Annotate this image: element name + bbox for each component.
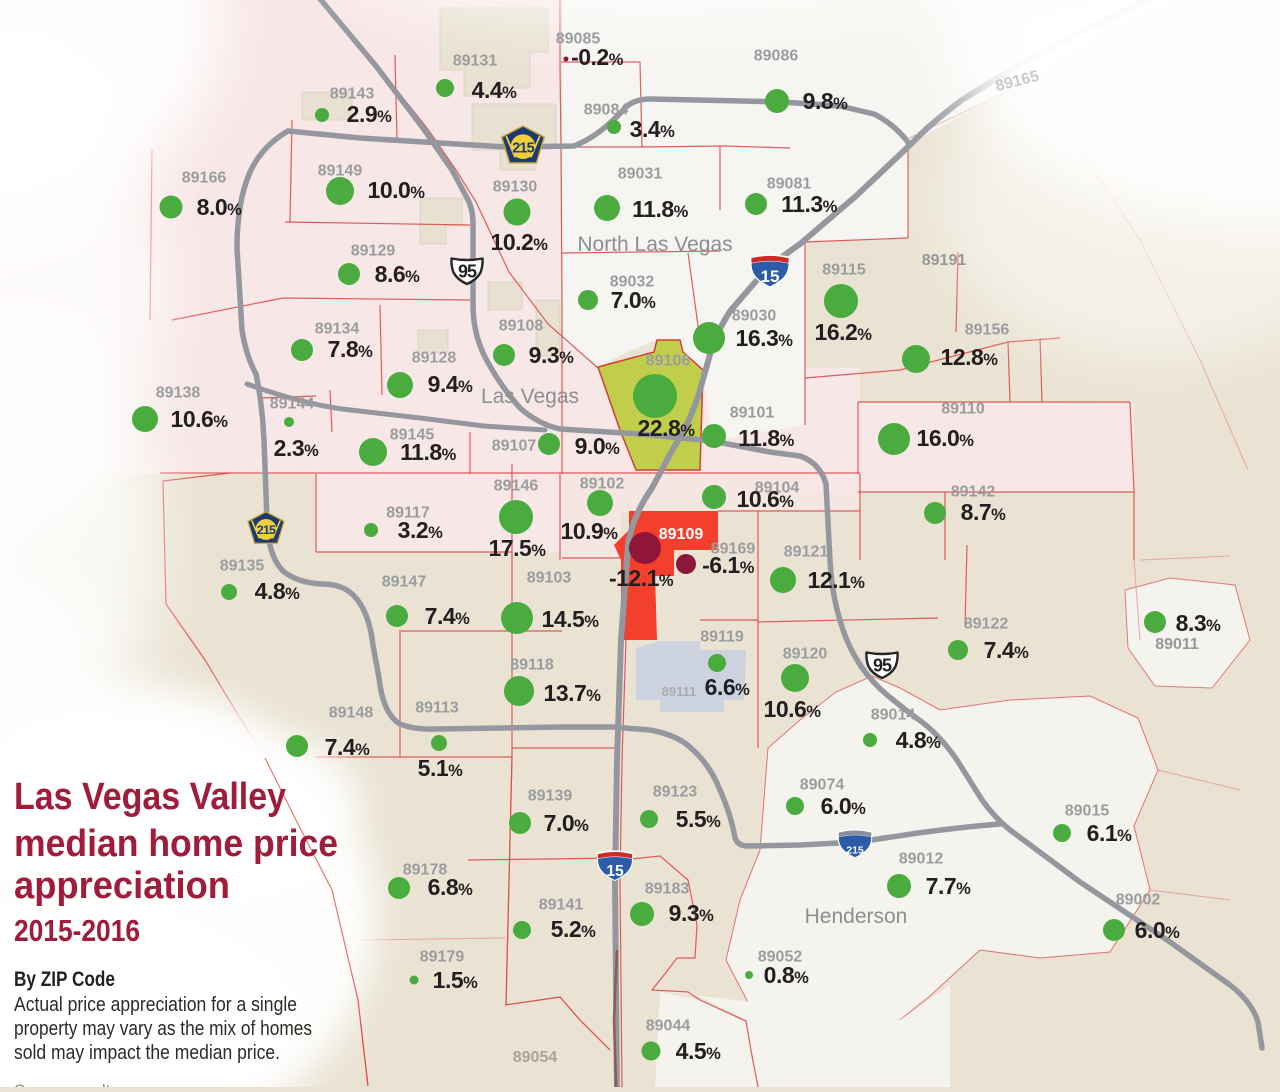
svg-text:By ZIP Code: By ZIP Code bbox=[14, 968, 115, 991]
svg-text:89120: 89120 bbox=[783, 646, 828, 663]
svg-text:89144: 89144 bbox=[270, 396, 315, 413]
svg-text:6.0%: 6.0% bbox=[821, 793, 866, 819]
svg-text:89143: 89143 bbox=[330, 86, 375, 103]
svg-text:8.7%: 8.7% bbox=[961, 499, 1006, 525]
svg-text:89110: 89110 bbox=[941, 401, 985, 418]
svg-text:89130: 89130 bbox=[493, 179, 538, 196]
svg-text:89032: 89032 bbox=[610, 274, 655, 291]
svg-text:89108: 89108 bbox=[499, 318, 544, 335]
svg-text:89122: 89122 bbox=[964, 616, 1009, 633]
svg-text:89134: 89134 bbox=[315, 321, 360, 338]
svg-text:89014: 89014 bbox=[871, 707, 916, 724]
svg-text:89142: 89142 bbox=[951, 484, 996, 501]
svg-text:89169: 89169 bbox=[711, 541, 756, 558]
svg-text:15: 15 bbox=[606, 863, 624, 880]
svg-text:15: 15 bbox=[761, 267, 780, 286]
svg-text:12.1%: 12.1% bbox=[808, 567, 866, 593]
svg-text:Source: realtor.com: Source: realtor.com bbox=[14, 1081, 161, 1087]
svg-text:89131: 89131 bbox=[453, 53, 498, 70]
svg-text:89115: 89115 bbox=[822, 262, 866, 279]
svg-text:89118: 89118 bbox=[510, 657, 554, 674]
svg-text:89121: 89121 bbox=[784, 544, 829, 561]
svg-text:89149: 89149 bbox=[318, 163, 363, 180]
svg-text:89156: 89156 bbox=[965, 322, 1010, 339]
svg-text:Las Vegas: Las Vegas bbox=[481, 385, 579, 408]
svg-text:89135: 89135 bbox=[220, 558, 265, 575]
svg-text:89146: 89146 bbox=[494, 478, 539, 495]
svg-text:95: 95 bbox=[873, 656, 892, 676]
svg-text:89031: 89031 bbox=[618, 166, 663, 183]
svg-text:10.9%: 10.9% bbox=[561, 518, 619, 544]
svg-text:89179: 89179 bbox=[420, 949, 465, 966]
svg-text:89109: 89109 bbox=[659, 526, 704, 543]
svg-text:89103: 89103 bbox=[527, 570, 572, 587]
svg-text:appreciation: appreciation bbox=[14, 865, 230, 907]
svg-text:median home price: median home price bbox=[14, 823, 338, 865]
svg-text:89111: 89111 bbox=[662, 684, 697, 699]
svg-text:Actual price appreciation for: Actual price appreciation for a single bbox=[14, 993, 297, 1016]
svg-text:5.2%: 5.2% bbox=[551, 916, 596, 942]
svg-text:9.3%: 9.3% bbox=[529, 342, 574, 368]
svg-text:89081: 89081 bbox=[767, 176, 812, 193]
svg-text:North Las Vegas: North Las Vegas bbox=[577, 233, 732, 256]
svg-text:89178: 89178 bbox=[403, 862, 448, 879]
svg-text:89052: 89052 bbox=[758, 949, 803, 966]
svg-text:89123: 89123 bbox=[653, 784, 698, 801]
svg-text:89141: 89141 bbox=[539, 897, 584, 914]
svg-text:89015: 89015 bbox=[1065, 803, 1110, 820]
svg-text:89191: 89191 bbox=[922, 252, 967, 269]
svg-text:215: 215 bbox=[257, 523, 276, 537]
svg-text:89044: 89044 bbox=[646, 1018, 691, 1035]
svg-text:89113: 89113 bbox=[415, 700, 459, 717]
svg-text:89139: 89139 bbox=[528, 788, 573, 805]
svg-text:89054: 89054 bbox=[513, 1049, 558, 1066]
svg-text:89011: 89011 bbox=[1155, 636, 1199, 653]
svg-text:89107: 89107 bbox=[492, 438, 537, 455]
svg-text:89084: 89084 bbox=[584, 102, 629, 119]
svg-text:-0.2%: -0.2% bbox=[571, 44, 624, 70]
svg-text:89030: 89030 bbox=[732, 308, 777, 325]
svg-text:1.5%: 1.5% bbox=[433, 967, 478, 993]
svg-text:89085: 89085 bbox=[556, 31, 601, 48]
svg-text:89183: 89183 bbox=[645, 881, 690, 898]
svg-text:89117: 89117 bbox=[386, 505, 430, 522]
svg-text:6.8%: 6.8% bbox=[428, 874, 473, 900]
svg-text:95: 95 bbox=[458, 262, 477, 282]
svg-text:89074: 89074 bbox=[800, 777, 845, 794]
svg-text:215: 215 bbox=[512, 140, 534, 156]
svg-text:89104: 89104 bbox=[755, 480, 800, 497]
svg-text:89166: 89166 bbox=[182, 170, 227, 187]
svg-text:8.6%: 8.6% bbox=[375, 261, 420, 287]
svg-text:89148: 89148 bbox=[329, 705, 374, 722]
svg-text:sold may impact the median pri: sold may impact the median price. bbox=[14, 1041, 280, 1064]
svg-text:8.0%: 8.0% bbox=[197, 194, 242, 220]
svg-text:6.6%: 6.6% bbox=[705, 674, 750, 700]
svg-text:2015-2016: 2015-2016 bbox=[14, 913, 140, 948]
svg-text:89101: 89101 bbox=[730, 405, 775, 422]
svg-text:215: 215 bbox=[846, 844, 864, 856]
svg-text:89002: 89002 bbox=[1116, 892, 1161, 909]
svg-text:89012: 89012 bbox=[899, 851, 944, 868]
svg-text:89138: 89138 bbox=[156, 385, 201, 402]
svg-text:Henderson: Henderson bbox=[805, 905, 908, 928]
svg-text:89102: 89102 bbox=[580, 476, 625, 493]
svg-text:89119: 89119 bbox=[700, 629, 744, 646]
svg-text:89128: 89128 bbox=[412, 350, 457, 367]
svg-text:89147: 89147 bbox=[382, 574, 427, 591]
svg-text:Las Vegas Valley: Las Vegas Valley bbox=[14, 776, 286, 818]
svg-text:3.4%: 3.4% bbox=[630, 116, 675, 142]
svg-text:89145: 89145 bbox=[390, 427, 435, 444]
svg-text:11.8%: 11.8% bbox=[400, 439, 457, 465]
svg-text:property may vary as the mix o: property may vary as the mix of homes bbox=[14, 1017, 312, 1040]
svg-text:6.0%: 6.0% bbox=[1135, 917, 1180, 943]
svg-text:89106: 89106 bbox=[646, 353, 691, 370]
svg-text:89129: 89129 bbox=[351, 243, 396, 260]
svg-text:89086: 89086 bbox=[754, 48, 799, 65]
